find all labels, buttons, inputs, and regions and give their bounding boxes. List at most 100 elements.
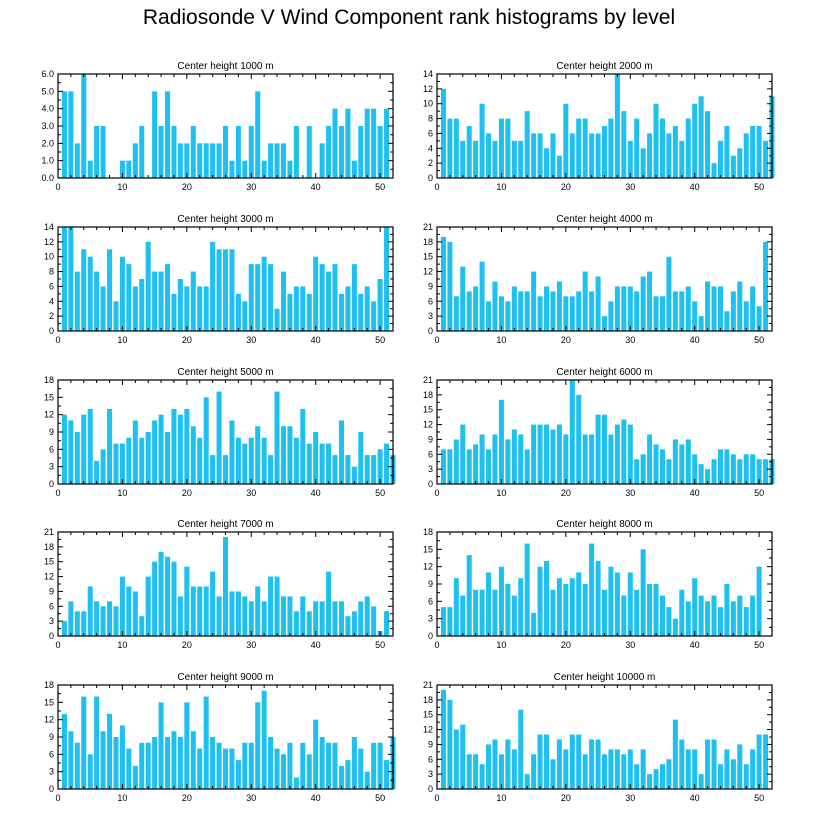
- histogram-bar: [698, 96, 704, 178]
- histogram-bar: [68, 420, 74, 484]
- histogram-bar: [338, 293, 344, 331]
- histogram-bar: [666, 607, 672, 636]
- histogram-bar: [210, 737, 216, 789]
- histogram-bar: [319, 601, 325, 636]
- histogram-bar: [139, 279, 145, 331]
- histogram-bar: [460, 724, 466, 789]
- histogram-bar: [68, 227, 74, 331]
- x-tick-label: 30: [625, 793, 635, 803]
- histogram-bar: [473, 754, 479, 789]
- y-tick-label: 1.0: [41, 156, 54, 166]
- histogram-bar: [229, 160, 235, 178]
- histogram-bar: [473, 589, 479, 636]
- histogram-bar: [313, 432, 319, 484]
- histogram-bar: [614, 286, 620, 331]
- y-tick-label: 10: [44, 252, 54, 262]
- y-tick-label: 6: [428, 128, 433, 138]
- histogram-bar: [737, 595, 743, 636]
- x-tick-label: 20: [182, 182, 192, 192]
- histogram-bar: [222, 126, 229, 178]
- panel-7: Center height 7000 m 0 10 20 30 40 50 0 3 6 9 12 15 1…: [44, 519, 394, 650]
- histogram-bar: [222, 455, 229, 484]
- histogram-bar: [203, 397, 209, 484]
- histogram-bar: [692, 578, 698, 636]
- histogram-bar: [576, 291, 582, 331]
- histogram-bar: [210, 571, 216, 636]
- y-tick-label: 12: [44, 715, 54, 725]
- x-tick-label: 30: [246, 640, 256, 650]
- x-tick-label: 50: [754, 793, 764, 803]
- histogram-bar: [453, 729, 459, 789]
- histogram-bar: [371, 742, 377, 789]
- histogram-bar: [679, 291, 685, 331]
- histogram-bar: [601, 316, 608, 331]
- histogram-bar: [614, 572, 620, 636]
- histogram-bar: [621, 286, 627, 331]
- histogram-bar: [274, 391, 280, 484]
- histogram-bar: [184, 566, 190, 636]
- histogram-bar: [338, 126, 344, 178]
- x-tick-label: 10: [496, 640, 506, 650]
- histogram-bar: [582, 118, 588, 178]
- histogram-bar: [711, 163, 717, 178]
- histogram-bar: [647, 271, 653, 331]
- histogram-bar: [666, 759, 672, 789]
- histogram-bar: [582, 584, 588, 636]
- histogram-bar: [705, 111, 711, 178]
- histogram-bar: [287, 742, 293, 789]
- histogram-bar: [280, 271, 286, 331]
- histogram-bar: [68, 731, 74, 789]
- histogram-bar: [171, 408, 177, 484]
- histogram-bar: [634, 118, 640, 178]
- histogram-bar: [627, 424, 633, 484]
- histogram-bar: [505, 439, 511, 484]
- y-tick-label: 0: [428, 173, 433, 183]
- panel-4: Center height 4000 m 0 10 20 30 40 50 0 3 6 9 12 15 1…: [423, 214, 773, 345]
- histogram-bar: [242, 742, 248, 789]
- panel-title: Center height 6000 m: [556, 367, 652, 378]
- histogram-bar: [640, 549, 646, 636]
- histogram-bar: [737, 281, 743, 331]
- x-tick-label: 40: [311, 182, 321, 192]
- x-tick-label: 0: [55, 488, 60, 498]
- histogram-bar: [666, 459, 672, 484]
- histogram-bar: [94, 126, 100, 178]
- x-tick-label: 50: [754, 335, 764, 345]
- histogram-bar: [203, 586, 209, 636]
- y-tick-label: 9: [49, 586, 54, 596]
- histogram-bar: [197, 437, 203, 484]
- y-tick-label: 15: [44, 557, 54, 567]
- histogram-bar: [672, 126, 678, 178]
- y-tick-label: 0: [49, 326, 54, 336]
- histogram-bar: [268, 264, 274, 331]
- histogram-bar: [679, 140, 685, 178]
- histogram-bar: [364, 596, 370, 636]
- histogram-bar: [358, 126, 364, 178]
- histogram-bar: [486, 449, 492, 484]
- y-tick-label: 6.0: [41, 69, 54, 79]
- x-tick-label: 0: [55, 335, 60, 345]
- histogram-bar: [119, 443, 125, 484]
- histogram-bar: [287, 293, 293, 331]
- histogram-bar: [460, 424, 466, 484]
- histogram-bar: [608, 301, 614, 331]
- histogram-bar: [358, 748, 364, 789]
- x-tick-label: 0: [55, 182, 60, 192]
- histogram-bar: [692, 749, 698, 789]
- histogram-bar: [556, 155, 562, 178]
- histogram-bar: [287, 426, 293, 484]
- histogram-bar: [235, 591, 241, 636]
- x-tick-label: 10: [117, 640, 127, 650]
- histogram-bar: [190, 426, 196, 484]
- x-tick-label: 0: [434, 335, 439, 345]
- histogram-bar: [61, 414, 67, 484]
- histogram-bar: [582, 271, 588, 331]
- y-tick-label: 3: [428, 769, 433, 779]
- histogram-bar: [685, 118, 691, 178]
- histogram-bar: [608, 434, 614, 484]
- histogram-bar: [184, 286, 190, 331]
- histogram-bar: [711, 286, 717, 331]
- histogram-bar: [698, 774, 704, 789]
- histogram-bar: [634, 291, 640, 331]
- histogram-bar: [544, 286, 550, 331]
